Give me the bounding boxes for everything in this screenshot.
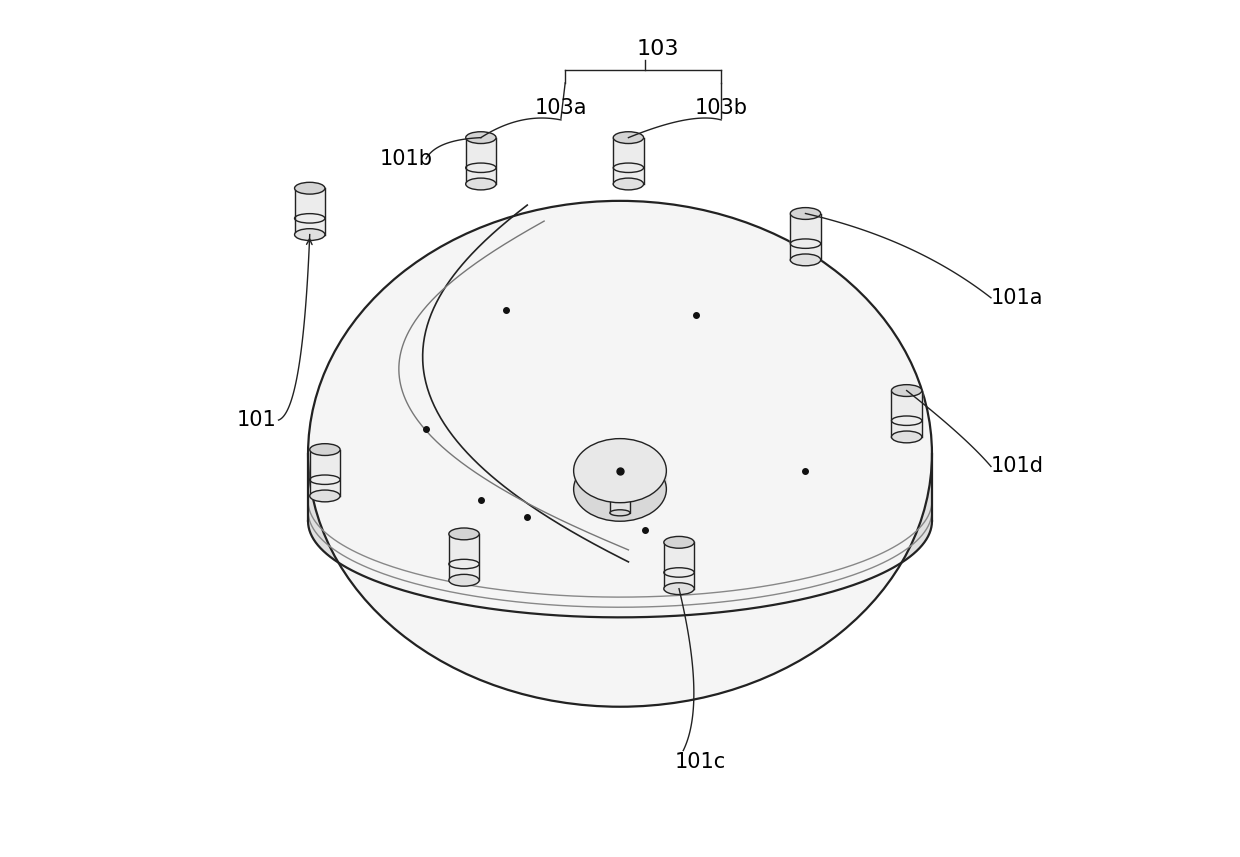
Ellipse shape	[663, 583, 694, 595]
Text: 103: 103	[636, 39, 680, 59]
Polygon shape	[574, 470, 666, 489]
Polygon shape	[610, 489, 630, 512]
Polygon shape	[308, 454, 932, 707]
Polygon shape	[310, 450, 340, 496]
Text: 103a: 103a	[534, 98, 588, 118]
Polygon shape	[449, 534, 479, 580]
Text: 101d: 101d	[991, 457, 1044, 476]
Ellipse shape	[614, 132, 644, 143]
Ellipse shape	[610, 510, 630, 516]
Ellipse shape	[310, 444, 340, 455]
Text: 103b: 103b	[694, 98, 748, 118]
Ellipse shape	[449, 574, 479, 586]
Ellipse shape	[466, 178, 496, 190]
Ellipse shape	[892, 385, 921, 397]
Text: 101c: 101c	[675, 752, 727, 771]
Ellipse shape	[663, 536, 694, 548]
Polygon shape	[614, 138, 644, 184]
Ellipse shape	[574, 439, 666, 503]
Ellipse shape	[614, 178, 644, 190]
Ellipse shape	[790, 207, 821, 219]
Text: 101: 101	[237, 410, 277, 430]
Ellipse shape	[310, 490, 340, 502]
Ellipse shape	[574, 457, 666, 521]
Text: 101b: 101b	[379, 149, 433, 169]
Ellipse shape	[466, 132, 496, 143]
Polygon shape	[295, 189, 325, 235]
Ellipse shape	[892, 431, 921, 443]
Ellipse shape	[449, 528, 479, 540]
Polygon shape	[663, 542, 694, 589]
Ellipse shape	[295, 183, 325, 195]
Ellipse shape	[295, 229, 325, 241]
Polygon shape	[790, 213, 821, 260]
Text: 101a: 101a	[991, 288, 1044, 308]
Ellipse shape	[308, 201, 932, 707]
Polygon shape	[466, 138, 496, 184]
Ellipse shape	[790, 254, 821, 266]
Polygon shape	[892, 391, 921, 437]
